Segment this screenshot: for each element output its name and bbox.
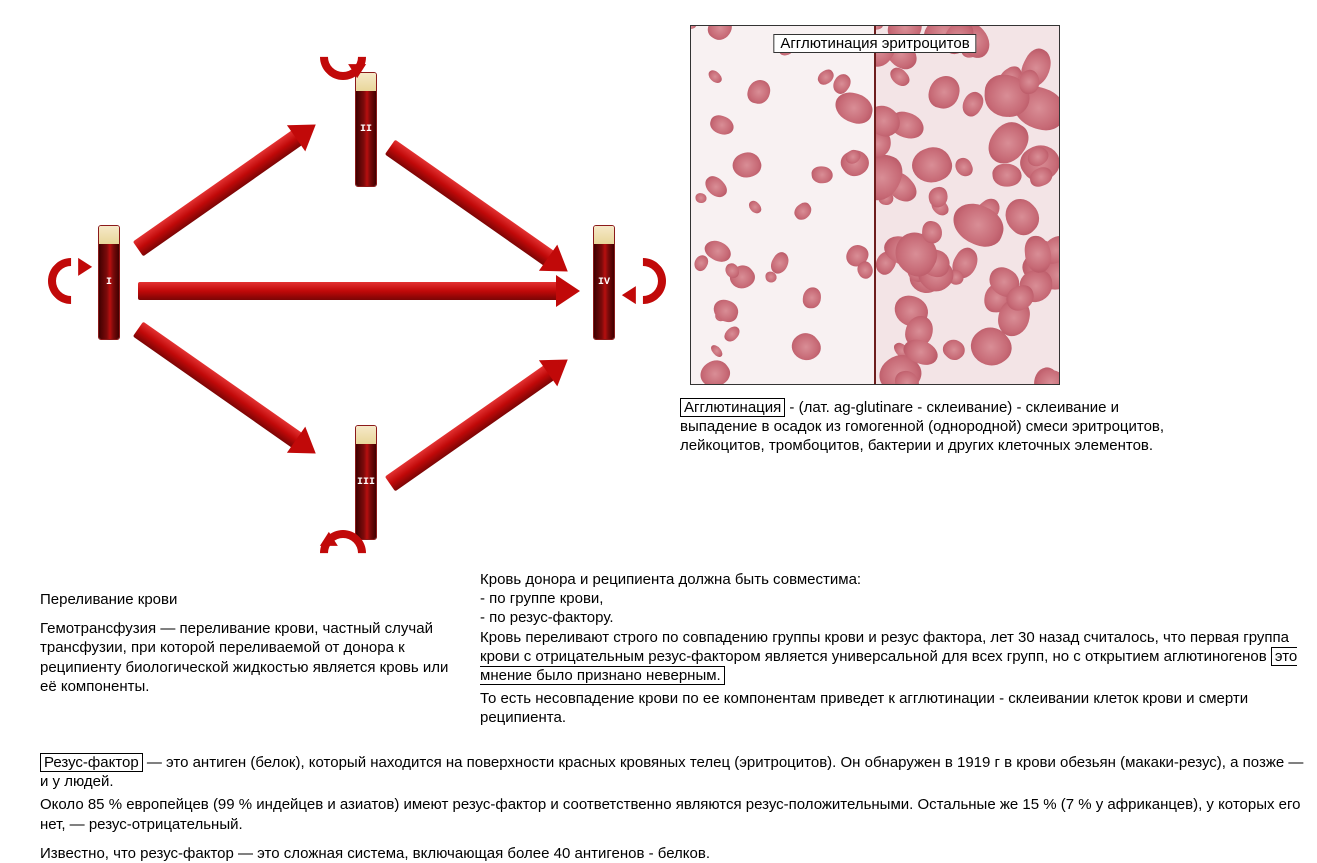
- compat-arrow-0: [133, 130, 303, 257]
- tube-III: III: [355, 425, 377, 540]
- cell-blob: [811, 166, 833, 184]
- compat-arrow-1: [133, 322, 303, 449]
- cell-blob: [704, 26, 736, 45]
- transfusion-block: Переливание крови Гемотрансфузия — перел…: [40, 590, 450, 696]
- transfusion-body: Гемотрансфузия — переливание крови, част…: [40, 619, 450, 696]
- micrograph-panel: Агглютинация эритроцитов: [690, 25, 1060, 385]
- micrograph-agglutinated-side: [874, 26, 1059, 384]
- cell-blob: [787, 327, 826, 366]
- cell-blob: [722, 324, 742, 345]
- cell-blob: [747, 199, 763, 216]
- cell-blob: [908, 141, 957, 188]
- cell-blob: [940, 336, 968, 364]
- cell-blob: [832, 89, 874, 127]
- cell-blob: [926, 73, 963, 112]
- compat-b2: - по резус-фактору.: [480, 608, 1310, 627]
- compat-line2: Кровь переливают строго по совпадению гр…: [480, 628, 1310, 686]
- cell-blob: [691, 26, 696, 29]
- compat-arrow-3: [385, 365, 555, 492]
- compat-arrow-2: [385, 140, 555, 267]
- compat-b1: - по группе крови,: [480, 589, 1310, 608]
- tube-IV: IV: [593, 225, 615, 340]
- term-rh-factor: Резус-фактор: [40, 753, 143, 772]
- cell-blob: [992, 162, 1023, 187]
- rh-p1-rest: — это антиген (белок), который находится…: [40, 754, 1303, 790]
- self-loop-IV: [610, 248, 675, 313]
- micrograph-normal-side: [691, 26, 874, 384]
- term-agglutination: Агглютинация: [680, 398, 785, 417]
- cell-blob: [708, 113, 736, 137]
- tube-II: II: [355, 72, 377, 187]
- tube-label: IV: [594, 277, 614, 288]
- compat-arrow-4: [138, 282, 558, 300]
- cell-blob: [705, 68, 723, 86]
- rh-p3: Известно, что резус-фактор — это сложная…: [40, 844, 1310, 863]
- rh-p2: Около 85 % европейцев (99 % индейцев и а…: [40, 795, 1310, 833]
- transfusion-title: Переливание крови: [40, 590, 450, 609]
- cell-blob: [953, 156, 975, 179]
- cell-blob: [803, 288, 822, 309]
- self-loop-I: [38, 248, 103, 313]
- blood-group-diagram: I II III IV: [20, 20, 660, 580]
- cell-blob: [765, 271, 778, 284]
- agglutination-definition: Агглютинация - (лат. ag-glutinare - скле…: [680, 398, 1180, 456]
- cell-blob: [921, 220, 943, 245]
- compat-line3: То есть несовпадение крови по ее компоне…: [480, 689, 1310, 727]
- compat-line2-a: Кровь переливают строго по совпадению гр…: [480, 629, 1289, 665]
- cell-blob: [695, 192, 707, 203]
- rh-p1: Резус-фактор — это антиген (белок), кото…: [40, 753, 1310, 791]
- cell-blob: [746, 78, 772, 106]
- tube-label: II: [356, 124, 376, 135]
- cell-blob: [874, 26, 883, 30]
- cell-blob: [711, 298, 741, 326]
- cell-blob: [1032, 366, 1059, 384]
- tube-label: III: [356, 477, 376, 488]
- compat-line1: Кровь донора и реципиента должна быть со…: [480, 570, 1310, 589]
- micrograph: Агглютинация эритроцитов: [690, 25, 1060, 385]
- cell-blob: [791, 199, 814, 222]
- rh-factor-block: Резус-фактор — это антиген (белок), кото…: [40, 753, 1310, 863]
- cell-blob: [730, 148, 765, 182]
- cell-blob: [998, 193, 1046, 241]
- tube-I: I: [98, 225, 120, 340]
- cell-blob: [695, 355, 734, 384]
- compatibility-block: Кровь донора и реципиента должна быть со…: [480, 570, 1310, 728]
- tube-label: I: [99, 277, 119, 288]
- micrograph-title: Агглютинация эритроцитов: [773, 34, 976, 53]
- cell-blob: [710, 343, 725, 359]
